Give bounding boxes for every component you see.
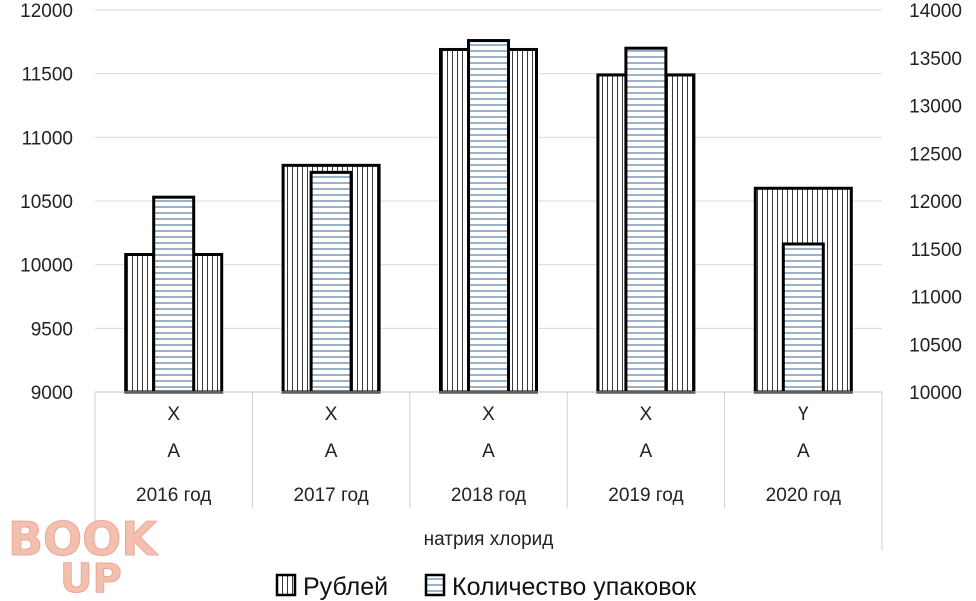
- category-label: 2019 год: [608, 485, 683, 506]
- left-tick-label: 12000: [20, 1, 73, 22]
- right-tick-label: 10500: [909, 335, 962, 356]
- right-tick-label: 11500: [911, 240, 962, 261]
- left-tick-label: 10000: [20, 256, 73, 277]
- right-tick-label: 12500: [909, 144, 962, 165]
- category-sublabel: Х: [640, 404, 653, 425]
- svg-text:BOOK: BOOK: [8, 512, 159, 566]
- category-label: 2017 год: [293, 485, 368, 506]
- category-label: 2020 год: [766, 485, 841, 506]
- bar-packages: [152, 195, 196, 394]
- left-axis: 9000 9500 10000 10500 11000 11500 12000: [20, 1, 73, 404]
- legend-item-rubles: Рублей: [275, 573, 388, 601]
- watermark-logo: BOOK UP: [8, 512, 160, 601]
- category-label: 2016 год: [136, 485, 211, 506]
- category-letter: А: [797, 441, 810, 462]
- bars: [124, 39, 853, 394]
- svg-text:UP: UP: [60, 556, 122, 601]
- right-tick-label: 14000: [909, 1, 962, 22]
- category-letter: А: [482, 441, 495, 462]
- category-sublabel: Х: [482, 404, 495, 425]
- group-label: натрия хлорид: [424, 529, 554, 550]
- left-tick-label: 11000: [22, 128, 73, 149]
- right-axis: 10000 10500 11000 11500 12000 12500 13000 13500…: [909, 1, 962, 404]
- bar-packages: [467, 39, 510, 394]
- legend: Рублей Количество упаковок: [275, 573, 697, 601]
- legend-swatch-rubles: [275, 573, 297, 597]
- left-tick-label: 10500: [20, 192, 73, 213]
- left-tick-label: 9000: [31, 383, 73, 404]
- legend-item-packages: Количество упаковок: [424, 573, 697, 601]
- category-letter: А: [640, 441, 653, 462]
- bar-packages: [624, 46, 668, 394]
- right-tick-label: 11000: [911, 288, 962, 309]
- right-tick-label: 10000: [909, 383, 962, 404]
- legend-label-rubles: Рублей: [303, 573, 388, 601]
- category-sublabel: Х: [325, 404, 338, 425]
- category-letter: А: [325, 441, 338, 462]
- left-tick-label: 11500: [22, 65, 73, 86]
- bar-packages: [781, 242, 825, 394]
- legend-swatch-packages: [424, 573, 446, 597]
- left-tick-label: 9500: [31, 319, 73, 340]
- right-tick-label: 13500: [909, 49, 962, 70]
- category-sublabel: Ү: [798, 404, 809, 425]
- right-tick-label: 13000: [909, 97, 962, 118]
- category-label: 2018 год: [451, 485, 526, 506]
- legend-label-packages: Количество упаковок: [452, 573, 697, 601]
- category-letter: А: [167, 441, 180, 462]
- category-sublabel: Х: [167, 404, 180, 425]
- right-tick-label: 12000: [909, 192, 962, 213]
- bar-packages: [309, 170, 353, 394]
